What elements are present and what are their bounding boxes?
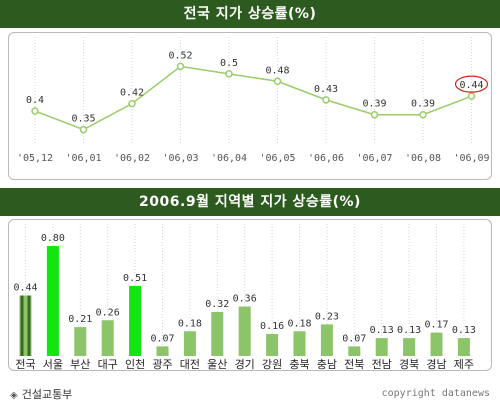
data-label: 0.21 (68, 314, 92, 325)
copyright-note: copyright datanews (381, 388, 490, 399)
x-tick-label: 제주 (454, 358, 474, 371)
data-point (31, 107, 39, 115)
x-tick-label: 충남 (317, 358, 337, 371)
bar (375, 338, 388, 356)
bar-chart-title: 2006.9월 지역별 지가 상승률(%) (0, 188, 500, 216)
data-label: 0.18 (287, 318, 311, 329)
diamond-icon: ◈ (10, 390, 18, 401)
data-label: 0.43 (314, 84, 338, 95)
x-tick-label: '06,09 (453, 153, 489, 164)
x-tick-label: 대전 (180, 358, 200, 371)
x-tick-label: 충북 (289, 358, 309, 371)
data-label: 0.80 (41, 233, 65, 244)
source-note: ◈ 건설교통부 (10, 386, 72, 402)
line-chart-panel: 0.4 '05,12 0.35 '06,01 0.42 '06,02 0.52 '06,03 0… (8, 32, 492, 180)
bar (129, 285, 142, 356)
data-label: 0.4 (26, 95, 44, 106)
data-point (467, 92, 476, 100)
data-point (322, 96, 330, 104)
x-tick-label: '06,06 (308, 153, 344, 164)
data-label: 0.26 (96, 307, 120, 318)
data-label: 0.07 (150, 333, 174, 344)
bar (320, 324, 333, 356)
data-label: 0.35 (71, 114, 95, 125)
data-label: 0.18 (178, 318, 202, 329)
x-tick-label: '05,12 (17, 153, 53, 164)
data-point (273, 77, 282, 86)
x-tick-label: 전국 (15, 358, 35, 371)
bar-stripe (20, 295, 24, 356)
bar (430, 332, 443, 356)
data-label: 0.5 (220, 58, 238, 69)
data-label: 0.52 (168, 50, 192, 61)
bar (403, 338, 416, 356)
series-line (34, 65, 472, 131)
x-tick-label: 경남 (426, 358, 446, 371)
line-chart: 0.4 '05,12 0.35 '06,01 0.42 '06,02 0.52 '06,03 0… (17, 37, 490, 164)
bar (46, 246, 59, 356)
line-chart-title: 전국 지가 상승률(%) (0, 0, 500, 28)
data-label: 0.17 (424, 320, 448, 331)
data-label: 0.51 (123, 273, 147, 284)
x-tick-label: 강원 (262, 358, 282, 371)
data-label: 0.23 (315, 311, 339, 322)
x-tick-label: '06,08 (405, 153, 441, 164)
data-label: 0.07 (342, 333, 366, 344)
data-label: 0.39 (362, 99, 386, 110)
x-tick-label: 전북 (344, 358, 364, 371)
data-point (128, 99, 136, 108)
data-label: 0.16 (260, 321, 284, 332)
x-tick-label: 경북 (399, 358, 419, 371)
bar (101, 320, 114, 356)
x-tick-label: 전남 (372, 358, 392, 371)
data-label: 0.39 (411, 99, 435, 110)
data-label: 0.13 (397, 325, 421, 336)
data-point (176, 62, 185, 71)
x-tick-label: '06,01 (65, 153, 101, 164)
x-tick-label: 인천 (125, 357, 145, 371)
data-label: 0.44 (13, 283, 37, 294)
bar (156, 346, 169, 356)
x-tick-label: 경기 (235, 358, 255, 371)
bar-chart: 0.44 전국 0.80 서울 0.21 부산 0.26 대구 0.51 인천 0.07 광주 0.18… (13, 224, 476, 371)
bar-chart-panel: 0.44 전국 0.80 서울 0.21 부산 0.26 대구 0.51 인천 0.07 광주 0.18… (8, 219, 492, 371)
data-label: 0.36 (233, 294, 257, 305)
data-label: 0.42 (120, 88, 144, 99)
bar (293, 331, 306, 356)
x-tick-label: '06,03 (162, 153, 198, 164)
bar (266, 334, 279, 356)
bar (74, 327, 87, 356)
bar-stripe (27, 295, 31, 356)
bar (211, 312, 224, 356)
bar (238, 306, 251, 356)
x-tick-label: 대구 (98, 358, 118, 371)
x-tick-label: '06,05 (259, 153, 295, 164)
data-point (370, 110, 379, 119)
data-point (419, 110, 427, 119)
x-tick-label: 광주 (152, 358, 172, 371)
data-label: 0.13 (370, 325, 394, 336)
data-label: 0.13 (452, 325, 476, 336)
x-tick-label: 부산 (70, 358, 90, 371)
data-label: 0.44 (459, 80, 483, 91)
x-tick-label: '06,07 (356, 153, 392, 164)
bar (183, 331, 196, 356)
source-label: 건설교통부 (21, 388, 73, 401)
data-point (79, 125, 88, 134)
x-tick-label: '06,02 (114, 153, 150, 164)
bar (348, 346, 361, 356)
highlight-circle (454, 75, 489, 93)
x-tick-label: '06,04 (211, 153, 247, 164)
x-tick-label: 서울 (43, 358, 63, 371)
data-label: 0.48 (265, 65, 289, 76)
bar (457, 338, 470, 356)
x-tick-label: 울산 (207, 358, 227, 371)
data-label: 0.32 (205, 299, 229, 310)
data-point (225, 70, 233, 78)
